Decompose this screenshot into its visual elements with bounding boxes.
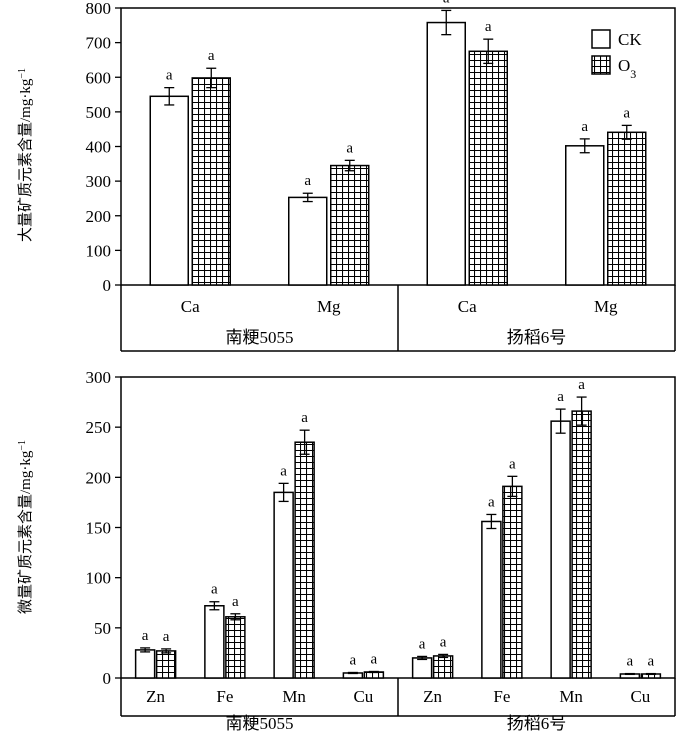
y-tick-label: 300	[86, 368, 112, 387]
category-label: Mg	[317, 297, 341, 316]
legend-swatch-ck	[591, 29, 611, 49]
category-label: Mn	[559, 687, 583, 706]
bar-ck	[426, 21, 466, 286]
significance-label: a	[419, 636, 426, 652]
bar-ck	[565, 145, 605, 286]
significance-label: a	[208, 48, 215, 64]
significance-label: a	[301, 410, 308, 426]
significance-label: a	[211, 582, 218, 598]
significance-label: a	[142, 628, 149, 644]
significance-label: a	[166, 68, 173, 84]
significance-label: a	[346, 140, 353, 156]
legend-label-o3: O3	[618, 56, 636, 81]
y-tick-label: 800	[86, 0, 112, 18]
category-label: Fe	[216, 687, 233, 706]
group-label: 扬稻6号	[507, 328, 567, 347]
significance-label: a	[350, 652, 357, 668]
category-label: Cu	[353, 687, 373, 706]
bar-o3	[294, 441, 315, 679]
significance-label: a	[557, 389, 564, 405]
significance-label: a	[371, 651, 378, 667]
bar-ck	[149, 95, 189, 286]
y-tick-label: 150	[86, 519, 112, 538]
significance-label: a	[627, 654, 634, 670]
bar-ck	[273, 491, 294, 679]
y-tick-label: 100	[86, 569, 112, 588]
significance-label: a	[280, 463, 287, 479]
significance-label: a	[440, 634, 447, 650]
y-tick-label: 400	[86, 138, 112, 157]
significance-label: a	[232, 594, 239, 610]
category-label: Mn	[282, 687, 306, 706]
bar-o3	[432, 655, 454, 679]
group-label: 扬稻6号	[507, 714, 567, 733]
bars: a a a a a a a a	[149, 0, 647, 286]
bar-o3	[502, 485, 523, 679]
y-tick-label: 500	[86, 103, 112, 122]
significance-label: a	[488, 494, 495, 510]
y-tick-label: 50	[94, 619, 111, 638]
y-tick-label: 250	[86, 418, 112, 437]
macro-element-chart: 大量矿质元素含量/mg·kg−1 0 100 200 300 400 500 600 700 8…	[17, 0, 676, 352]
bar-ck	[550, 420, 571, 679]
y-tick-label: 200	[86, 468, 112, 487]
category-labels: Ca Mg Ca Mg 南粳5055 扬稻6号	[181, 297, 618, 347]
significance-label: a	[581, 119, 588, 135]
y-tick-label: 700	[86, 34, 112, 53]
y-tick-label: 0	[103, 669, 112, 688]
bar-ck	[481, 520, 502, 679]
category-label: Ca	[181, 297, 200, 316]
plot-frame	[120, 376, 676, 679]
bar-ck	[288, 196, 328, 286]
category-label: Cu	[630, 687, 650, 706]
significance-label: a	[648, 654, 655, 670]
y-axis-title: 大量矿质元素含量/mg·kg−1	[17, 68, 35, 242]
bar-o3	[155, 650, 177, 679]
y-axis-title: 微量矿质元素含量/mg·kg−1	[17, 440, 35, 614]
bar-o3	[191, 77, 231, 286]
bar-ck	[204, 605, 225, 679]
significance-label: a	[443, 0, 450, 6]
significance-label: a	[578, 377, 585, 393]
significance-label: a	[163, 629, 170, 645]
axes: 0 100 200 300 400 500 600 700 800	[86, 0, 676, 352]
bar-o3	[330, 164, 370, 286]
bar-ck	[134, 649, 156, 679]
y-tick-label: 300	[86, 172, 112, 191]
category-labels: Zn Fe Mn Cu Zn Fe Mn Cu 南粳5055 扬稻6号	[146, 687, 651, 733]
significance-label: a	[485, 19, 492, 35]
significance-label: a	[623, 105, 630, 121]
group-label: 南粳5055	[226, 714, 294, 733]
significance-label: a	[304, 173, 311, 189]
y-tick-label: 0	[103, 276, 112, 295]
category-label: Ca	[458, 297, 477, 316]
legend-label-ck: CK	[618, 30, 642, 49]
bar-o3	[468, 50, 508, 286]
y-tick-label: 100	[86, 241, 112, 260]
category-label: Zn	[423, 687, 442, 706]
group-label: 南粳5055	[226, 328, 294, 347]
category-label: Mg	[594, 297, 618, 316]
bar-o3	[607, 131, 647, 286]
category-label: Fe	[493, 687, 510, 706]
legend-swatch-o3	[591, 55, 611, 75]
significance-label: a	[509, 456, 516, 472]
y-tick-label: 200	[86, 207, 112, 226]
bar-o3	[571, 410, 592, 679]
legend: CK O3	[591, 29, 642, 81]
y-tick-label: 600	[86, 68, 112, 87]
bar-ck	[411, 657, 433, 679]
axes: 0 50 100 150 200 250 300	[86, 368, 676, 717]
bar-o3	[225, 616, 246, 679]
category-label: Zn	[146, 687, 165, 706]
